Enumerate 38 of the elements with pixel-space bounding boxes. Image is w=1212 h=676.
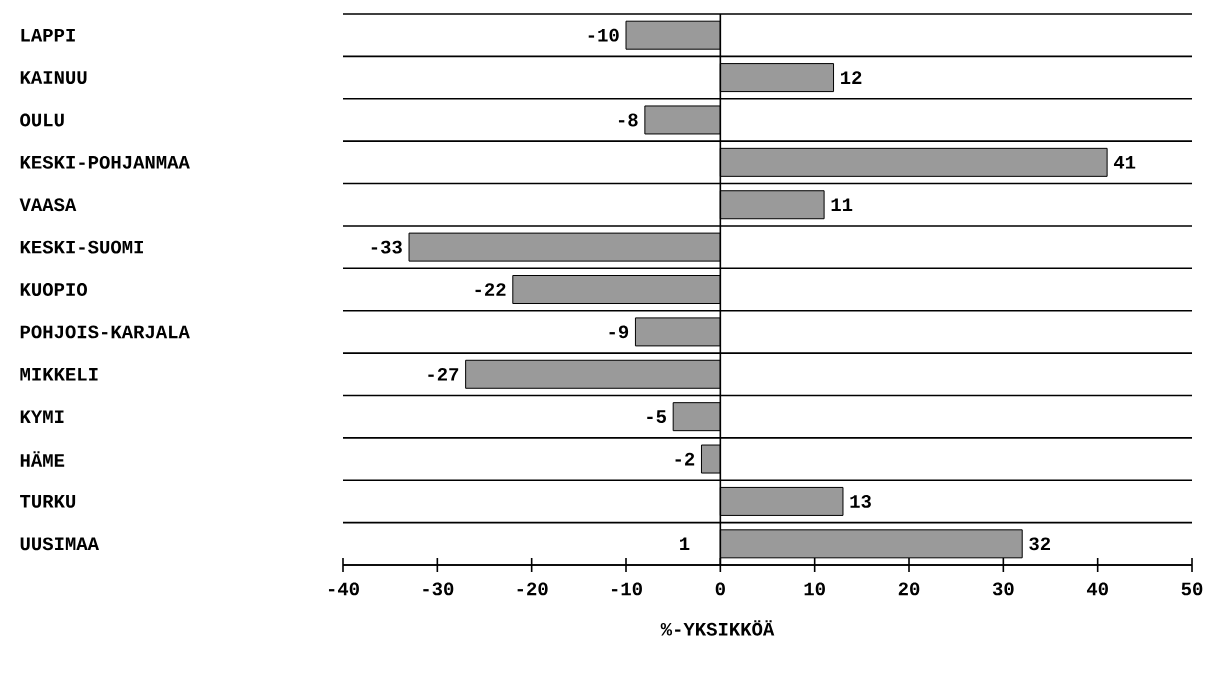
data-label: -9 [609, 325, 629, 339]
data-label: 41 [1113, 156, 1136, 169]
x-tick-label: 30 [992, 582, 1014, 596]
y-tick-label: TURKU [20, 495, 76, 508]
data-label: -10 [588, 28, 619, 42]
y-tick-label: KESKI-SUOMI [20, 240, 143, 254]
x-tick-label: -30 [423, 582, 454, 596]
data-label: 12 [841, 71, 862, 84]
x-tick-label: -20 [517, 582, 548, 596]
y-tick-label: POHJOIS-KARJALA [20, 325, 190, 339]
data-label: -8 [618, 113, 638, 127]
y-tick-label: VAASA [19, 198, 77, 212]
y-tick-label: UUSIMAA [20, 537, 100, 551]
data-label: -5 [647, 410, 666, 423]
data-label: -27 [428, 367, 459, 381]
annotation: 1 [680, 537, 690, 551]
x-tick-label: -10 [611, 582, 642, 596]
y-tick-label: OULU [20, 113, 64, 127]
y-tick-label: MIKKELI [20, 368, 98, 381]
data-label: -2 [675, 452, 695, 466]
y-tick-label: KUOPIO [20, 283, 87, 296]
y-tick-label: KAINUU [20, 71, 87, 84]
data-label: 11 [831, 198, 853, 211]
x-tick-label: -40 [328, 582, 359, 596]
data-label: -33 [371, 240, 402, 254]
y-tick-label: LAPPI [21, 28, 75, 42]
x-tick-label: 0 [715, 582, 725, 596]
y-tick-label: KYMI [20, 410, 64, 423]
data-label: 13 [850, 495, 871, 508]
x-axis-title: %-YKSIKKÖÄ [660, 620, 775, 636]
x-tick-label: 10 [804, 582, 825, 596]
x-tick-label: 50 [1181, 582, 1203, 596]
data-label: -22 [475, 283, 506, 296]
x-tick-label: 40 [1086, 582, 1108, 596]
y-tick-label: HÄME [20, 451, 65, 467]
x-tick-label: 20 [898, 582, 920, 596]
data-label: 32 [1029, 537, 1051, 551]
y-tick-label: KESKI-POHJANMAA [20, 155, 190, 169]
